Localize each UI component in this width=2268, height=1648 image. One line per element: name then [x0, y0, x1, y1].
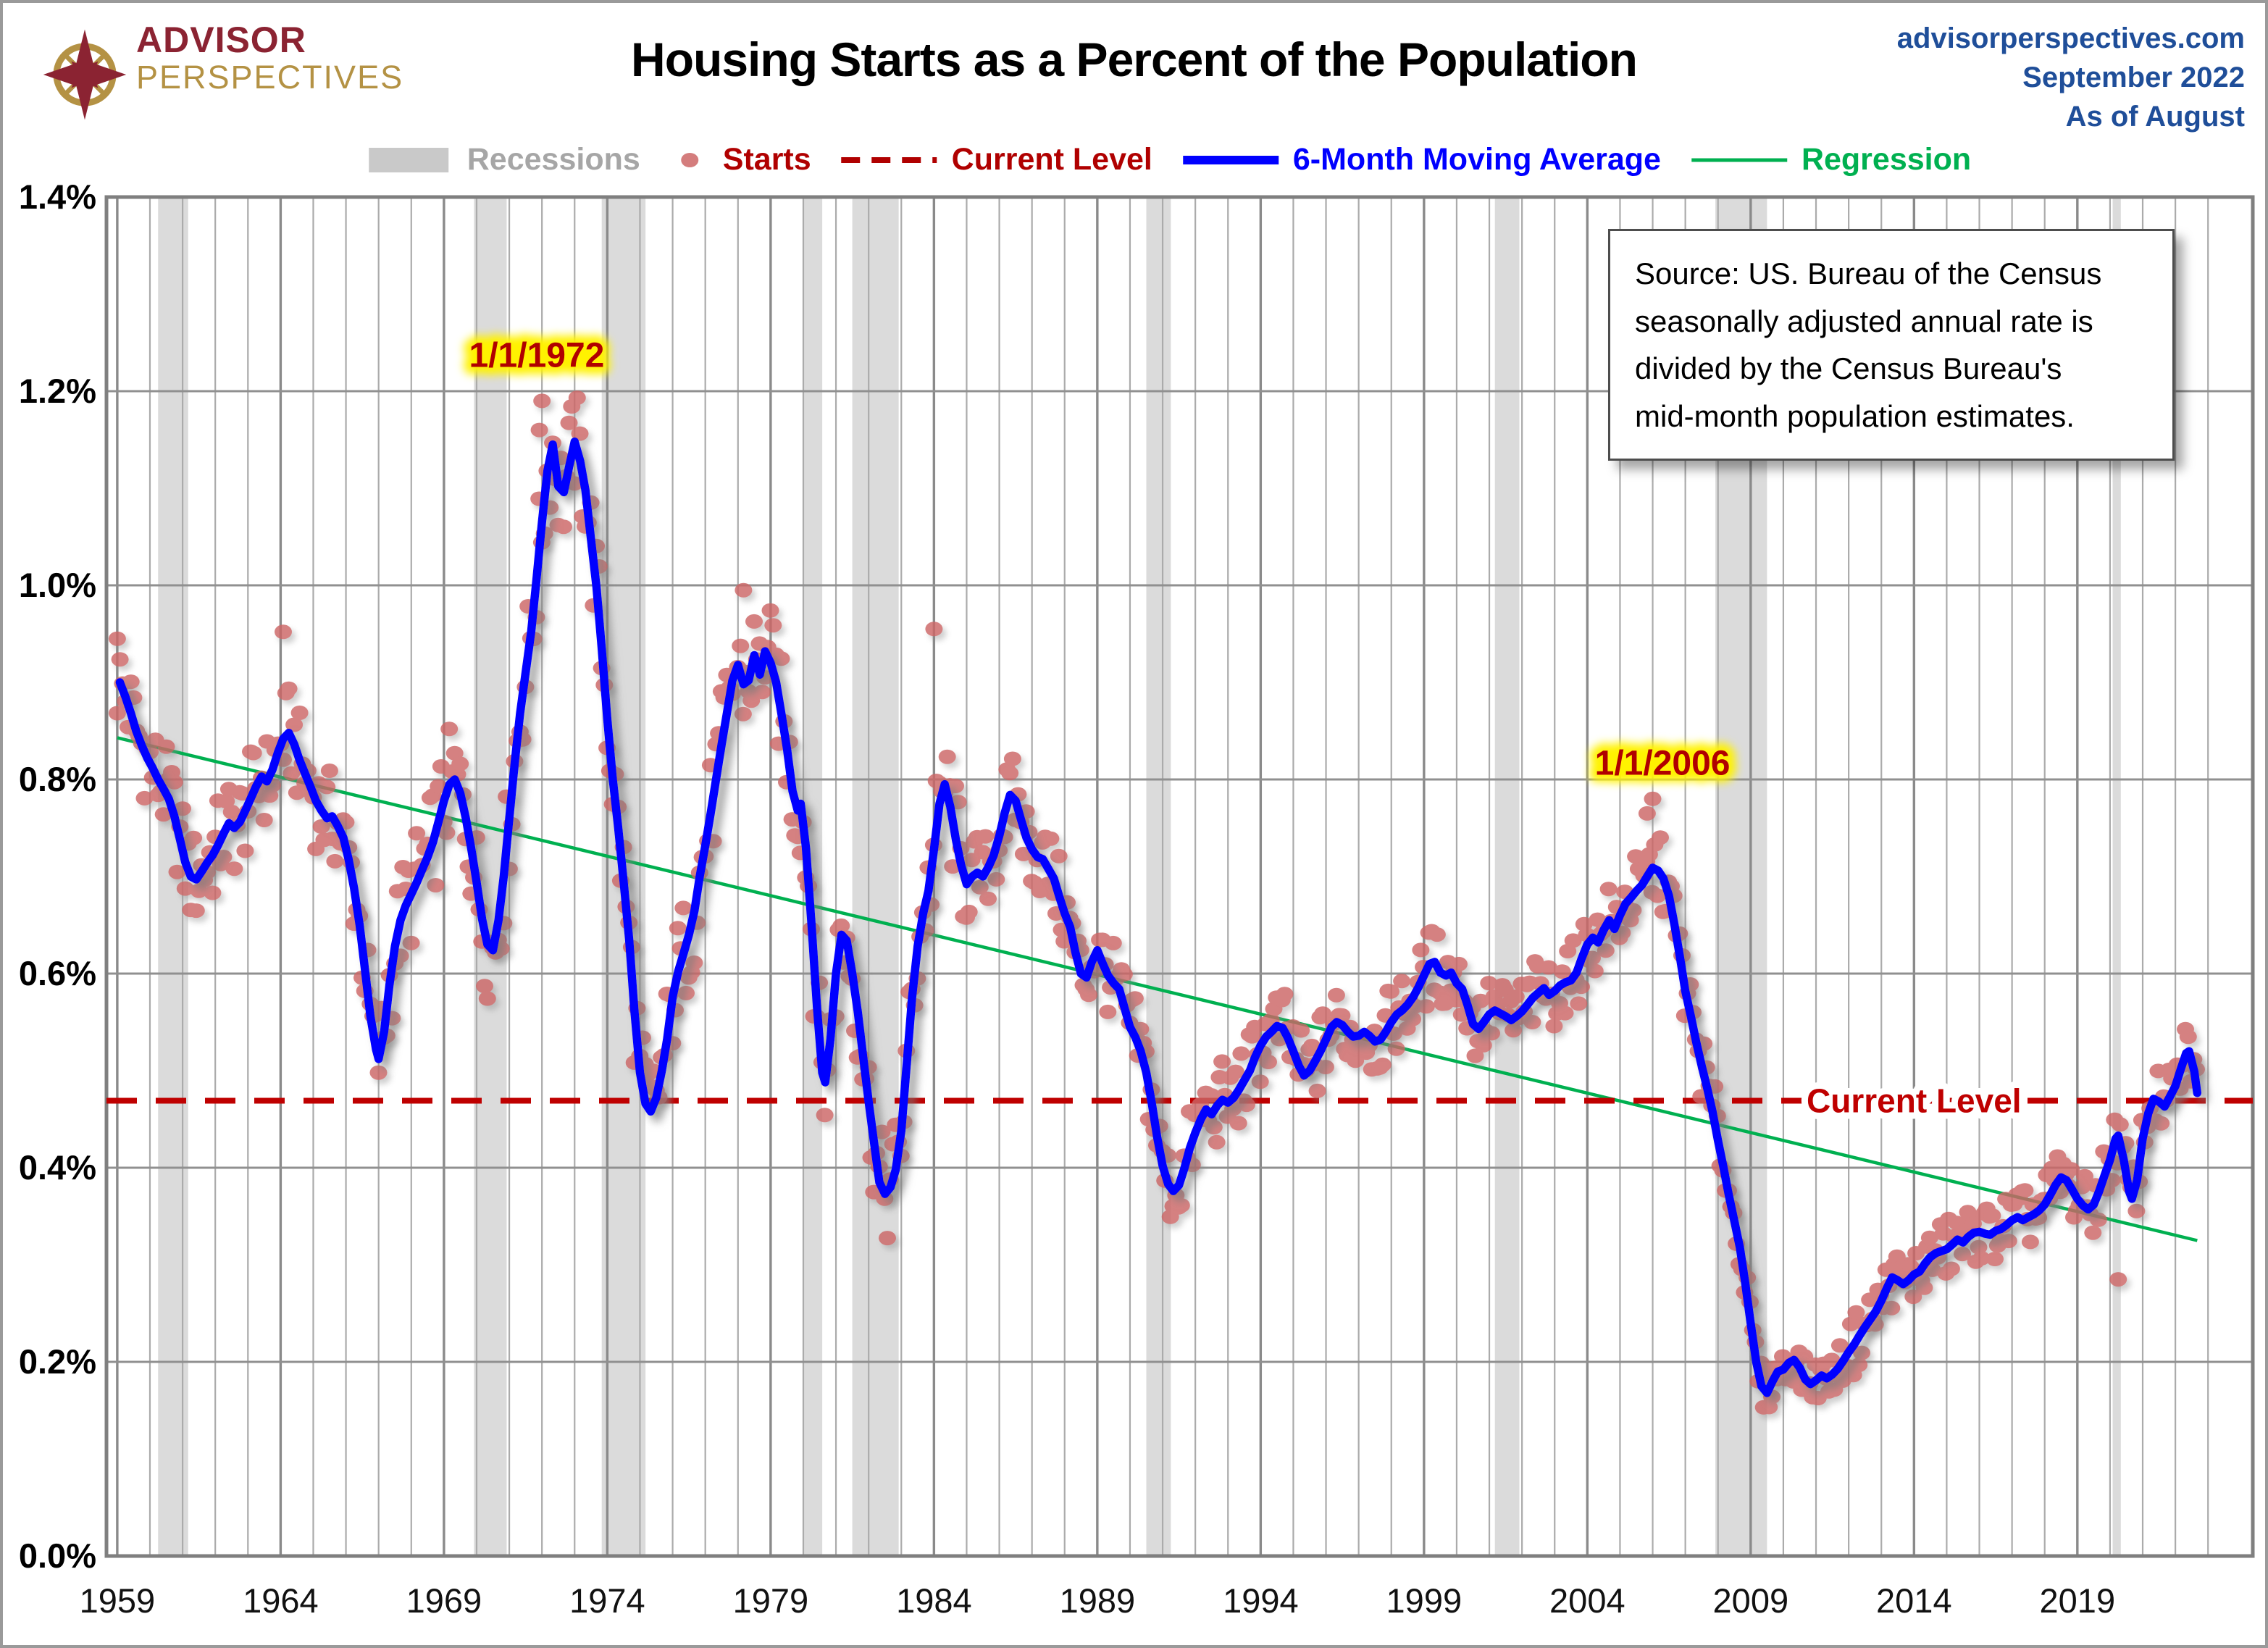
svg-text:2019: 2019 [2040, 1581, 2116, 1620]
svg-text:1979: 1979 [733, 1581, 809, 1620]
svg-text:1994: 1994 [1223, 1581, 1299, 1620]
legend-label: Starts [722, 142, 811, 177]
housing-starts-chart: 0.0% 0.2% 0.4% 0.6% 0.8% 1.0% 1.2% 1.4% 1959 1964… [19, 177, 2255, 1620]
svg-text:1959: 1959 [80, 1581, 156, 1620]
moving-average-line [115, 437, 2202, 1397]
svg-text:1.2%: 1.2% [19, 372, 96, 410]
compass-star-icon [43, 29, 127, 120]
svg-text:2009: 2009 [1713, 1581, 1789, 1620]
svg-text:1/1/1972: 1/1/1972 [469, 337, 605, 375]
svg-text:0.6%: 0.6% [19, 954, 96, 992]
as-of-date: As of August [2065, 101, 2245, 133]
swatch-swatch-icon [368, 147, 448, 172]
legend-item-starts: Starts [668, 142, 811, 177]
line-swatch-icon [1691, 158, 1787, 162]
svg-text:1.4%: 1.4% [19, 177, 96, 216]
svg-text:1984: 1984 [896, 1581, 972, 1620]
x-axis-labels: 1959 1964 1969 1974 1979 1984 1989 1994 1999 2004… [80, 1581, 2115, 1620]
advisor-perspectives-logo: ADVISOR PERSPECTIVES [38, 22, 403, 122]
publish-date: September 2022 [2022, 62, 2245, 93]
plot-frame [104, 195, 2255, 1558]
header-meta: advisorperspectives.com September 2022 A… [1897, 19, 2245, 136]
legend-label: Recessions [466, 142, 640, 177]
legend-item-recessions: Recessions [361, 142, 640, 177]
logo-text: ADVISOR PERSPECTIVES [136, 22, 403, 93]
legend-item-6-month-moving-average: 6-Month Moving Average [1180, 142, 1661, 177]
svg-text:0.0%: 0.0% [19, 1536, 96, 1575]
legend-label: Regression [1801, 142, 1972, 177]
page-title: Housing Starts as a Percent of the Popul… [631, 33, 1638, 86]
svg-text:2004: 2004 [1549, 1581, 1625, 1620]
svg-text:1969: 1969 [406, 1581, 482, 1620]
svg-text:1989: 1989 [1060, 1581, 1136, 1620]
svg-text:1999: 1999 [1386, 1581, 1463, 1620]
site-url: advisorperspectives.com [1896, 22, 2245, 54]
svg-text:1/1/2006: 1/1/2006 [1595, 744, 1731, 782]
svg-text:1/1/2006: 1/1/2006 [1595, 744, 1731, 782]
svg-text:0.4%: 0.4% [19, 1148, 96, 1187]
svg-text:0.8%: 0.8% [19, 760, 96, 798]
source-note: Source: US. Bureau of the Census seasonal… [1608, 229, 2175, 461]
legend-item-regression: Regression [1689, 142, 1971, 177]
svg-text:1/1/1972: 1/1/1972 [469, 337, 605, 375]
legend-label: Current Level [951, 142, 1152, 177]
logo-advisor: ADVISOR [136, 20, 306, 60]
y-axis-labels: 0.0% 0.2% 0.4% 0.6% 0.8% 1.0% 1.2% 1.4% [19, 177, 96, 1575]
svg-text:1964: 1964 [243, 1581, 319, 1620]
svg-text:2014: 2014 [1876, 1581, 1952, 1620]
vertical-gridlines [116, 197, 2209, 1556]
svg-text:1.0%: 1.0% [19, 566, 96, 604]
dash-swatch-icon [841, 156, 937, 163]
chart-legend: Recessions Starts Current Level 6-Month Mov… [361, 142, 1971, 177]
svg-text:1974: 1974 [569, 1581, 645, 1620]
logo-perspectives: PERSPECTIVES [136, 59, 404, 96]
line-swatch-icon [1182, 155, 1279, 164]
legend-label: 6-Month Moving Average [1292, 142, 1661, 177]
dot-swatch-icon [680, 152, 698, 167]
legend-item-current-level: Current Level [839, 142, 1152, 177]
current-level-label: Current Level [1807, 1082, 2022, 1120]
svg-text:0.2%: 0.2% [19, 1342, 96, 1381]
